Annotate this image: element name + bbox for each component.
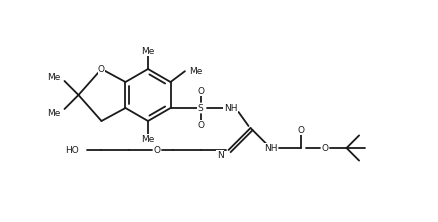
Text: Me: Me bbox=[47, 73, 60, 81]
Text: O: O bbox=[297, 125, 304, 135]
Text: Me: Me bbox=[47, 109, 60, 117]
Text: NH: NH bbox=[224, 103, 237, 113]
Text: O: O bbox=[197, 121, 204, 129]
Text: N: N bbox=[217, 151, 223, 159]
Text: Me: Me bbox=[189, 67, 202, 76]
Text: O: O bbox=[321, 143, 328, 153]
Text: O: O bbox=[197, 87, 204, 95]
Text: O: O bbox=[98, 65, 105, 73]
Text: Me: Me bbox=[141, 46, 155, 56]
Text: HO: HO bbox=[65, 145, 78, 155]
Text: Me: Me bbox=[141, 135, 155, 143]
Text: O: O bbox=[153, 145, 160, 155]
Text: S: S bbox=[198, 103, 203, 113]
Text: NH: NH bbox=[264, 143, 277, 153]
